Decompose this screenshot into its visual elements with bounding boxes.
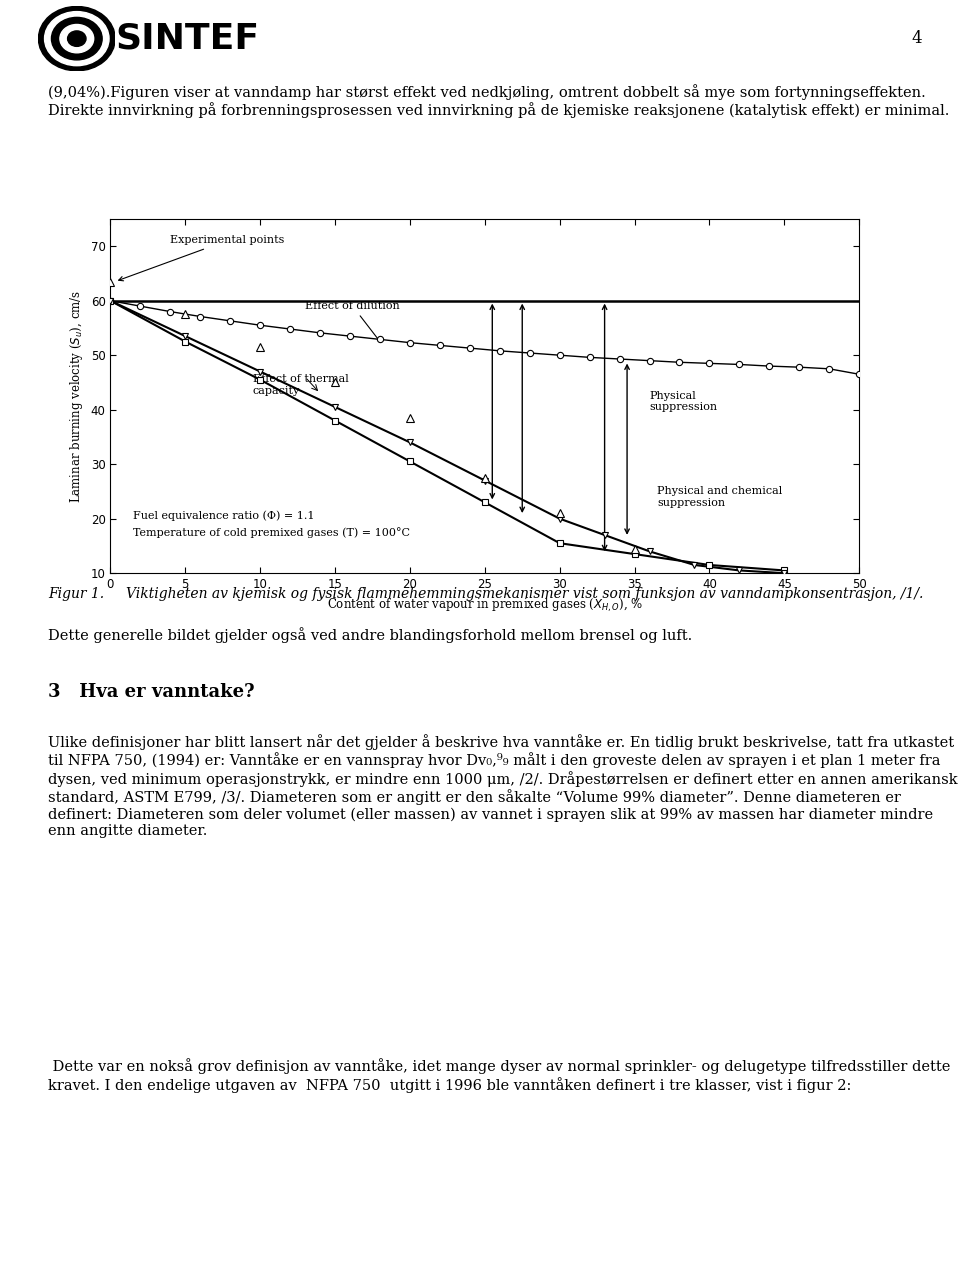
Y-axis label: Laminar burning velocity ($S_u$), cm/s: Laminar burning velocity ($S_u$), cm/s xyxy=(68,290,85,502)
Text: 4: 4 xyxy=(911,30,922,48)
X-axis label: Content of water vapour in premixed gases ($X_{H,O}$), %: Content of water vapour in premixed gase… xyxy=(326,596,643,614)
Text: Ulike definisjoner har blitt lansert når det gjelder å beskrive hva vanntåke er.: Ulike definisjoner har blitt lansert når… xyxy=(48,734,958,838)
Circle shape xyxy=(44,12,109,66)
Text: SINTEF: SINTEF xyxy=(115,22,259,55)
Text: Effect of thermal
capacity: Effect of thermal capacity xyxy=(252,375,348,395)
Text: Physical
suppression: Physical suppression xyxy=(650,390,718,412)
Text: Dette var en nokså grov definisjon av vanntåke, idet mange dyser av normal sprin: Dette var en nokså grov definisjon av va… xyxy=(48,1059,950,1092)
Text: Dette generelle bildet gjelder også ved andre blandingsforhold mellom brensel og: Dette generelle bildet gjelder også ved … xyxy=(48,627,692,644)
Circle shape xyxy=(60,24,94,53)
Circle shape xyxy=(38,6,115,71)
Text: Experimental points: Experimental points xyxy=(119,236,285,281)
Text: Figur 1.     Viktigheten av kjemisk og fysisk flammehemmingsmekanismer vist som : Figur 1. Viktigheten av kjemisk og fysis… xyxy=(48,587,924,600)
Text: Effect of dilution: Effect of dilution xyxy=(305,301,399,339)
Text: Temperature of cold premixed gases (T) = 100°C: Temperature of cold premixed gases (T) =… xyxy=(132,527,410,537)
Circle shape xyxy=(67,31,86,46)
Text: (9,04%).Figuren viser at vanndamp har størst effekt ved nedkjøling, omtrent dobb: (9,04%).Figuren viser at vanndamp har st… xyxy=(48,84,949,118)
Circle shape xyxy=(52,17,102,61)
Text: Physical and chemical
suppression: Physical and chemical suppression xyxy=(657,486,782,507)
Text: Fuel equivalence ratio (Φ) = 1.1: Fuel equivalence ratio (Φ) = 1.1 xyxy=(132,510,314,522)
Text: 3   Hva er vanntake?: 3 Hva er vanntake? xyxy=(48,683,254,701)
